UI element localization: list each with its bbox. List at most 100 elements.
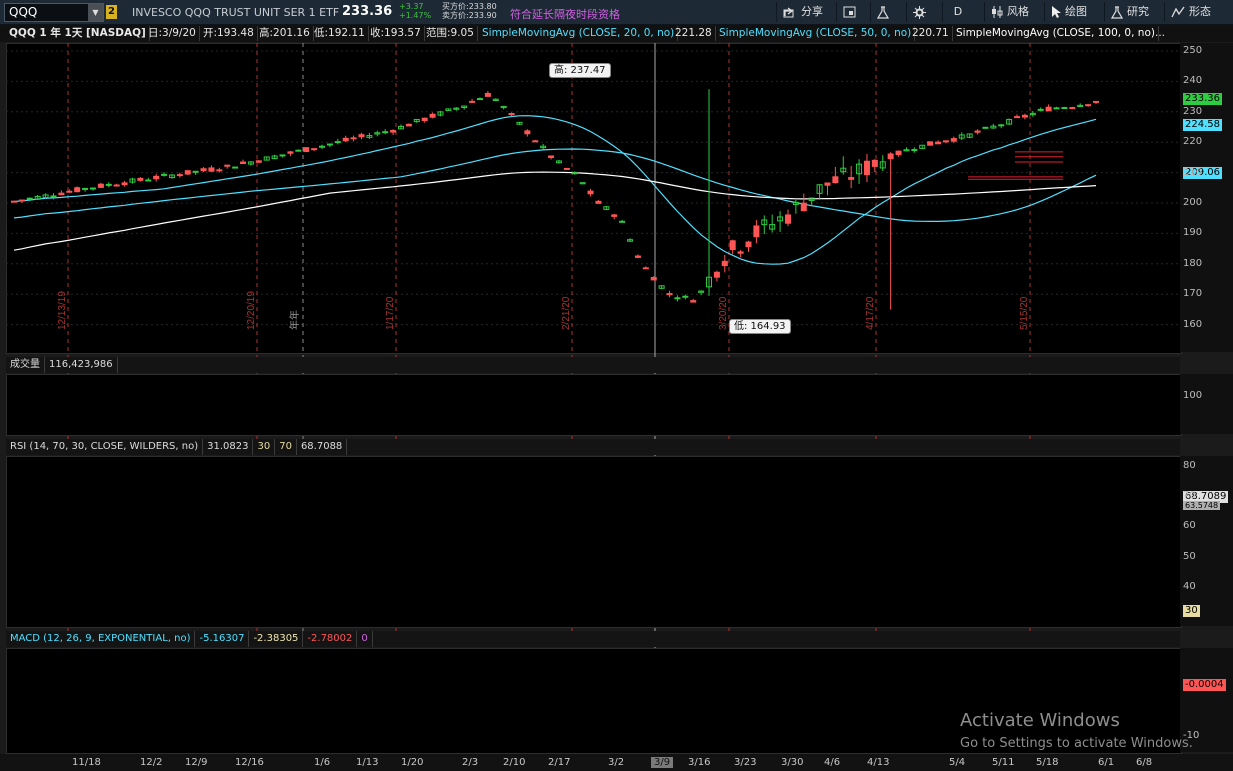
candle-body	[342, 137, 349, 142]
date-tick-label: 12/2	[140, 757, 163, 768]
drawing-button[interactable]: 绘图	[1044, 2, 1095, 22]
studies-button[interactable]: 研究	[1104, 2, 1159, 22]
candle-body	[745, 241, 752, 248]
price-tick-label: 210	[1183, 166, 1203, 178]
candle-body	[263, 156, 270, 161]
candle-body	[840, 167, 847, 173]
net-change: +3.37 +1.47%	[399, 2, 431, 20]
candle-body	[58, 192, 65, 196]
candle-body	[279, 154, 286, 157]
macd-scale[interactable]	[1180, 648, 1233, 752]
candle-body	[824, 182, 831, 186]
rsi-scale[interactable]	[1180, 456, 1233, 626]
sma20-price-tag: 224.58	[1183, 119, 1222, 131]
candle-body	[634, 255, 641, 258]
share-button[interactable]: 分享	[776, 2, 831, 22]
aggregation-dropdown[interactable]: D	[942, 2, 973, 22]
activation-watermark-title: Activate Windows	[960, 710, 1120, 731]
sma20-label[interactable]: SimpleMovingAvg (CLOSE, 20, 0, no)	[479, 26, 679, 41]
candle-body	[579, 182, 586, 185]
high-callout: 高: 237.47	[549, 63, 611, 78]
candle-body	[674, 297, 681, 300]
candle-body	[358, 134, 365, 138]
date-axis[interactable]	[0, 754, 1233, 771]
share-icon	[783, 7, 794, 18]
candle-body	[311, 148, 318, 151]
candle-body	[405, 123, 412, 127]
candle-body	[397, 125, 404, 130]
sma50-label[interactable]: SimpleMovingAvg (CLOSE, 50, 0, no)	[716, 26, 916, 41]
sma50-line	[13, 148, 1097, 222]
candle-body	[184, 170, 191, 175]
chart-toolbar: QQQ ▼ 2 INVESCO QQQ TRUST UNIT SER 1 ETF…	[0, 0, 1233, 25]
volume-panel[interactable]	[6, 374, 1182, 436]
rsi-panel[interactable]	[6, 456, 1182, 628]
candle-body	[168, 174, 175, 179]
macd-panel[interactable]	[6, 648, 1182, 754]
candle-body	[721, 260, 728, 267]
candle-body	[935, 141, 942, 145]
candle-body	[603, 206, 610, 210]
expiration-marker-label: 12/13/19	[57, 291, 68, 330]
symbol-input[interactable]: QQQ ▼	[4, 3, 104, 22]
sma100-label[interactable]: SimpleMovingAvg (CLOSE, 100, 0, no)	[953, 26, 1159, 41]
candle-body	[1069, 107, 1076, 110]
chevron-down-icon[interactable]: ▼	[88, 4, 103, 21]
date-tick-label: 2/17	[548, 757, 571, 768]
candle-body	[848, 177, 855, 180]
price-panel[interactable]	[6, 43, 1182, 354]
flask-button[interactable]	[870, 2, 899, 22]
candle-body	[390, 130, 397, 133]
rsi-label[interactable]: RSI (14, 70, 30, CLOSE, WILDERS, no)	[6, 439, 204, 455]
link-group-badge[interactable]: 2	[106, 5, 117, 19]
candle-body	[421, 117, 428, 122]
rsi-tick-label: 70	[1183, 490, 1196, 502]
candle-body	[650, 277, 657, 281]
style-button[interactable]: 风格	[984, 2, 1035, 22]
candle-body	[42, 194, 49, 198]
rsi-tick-label: 50	[1183, 550, 1196, 562]
bar-low: 低:192.11	[311, 26, 369, 41]
candle-body	[903, 149, 910, 152]
candle-body	[453, 107, 460, 110]
candle-body	[192, 170, 199, 173]
rsi-current: 68.7088	[297, 439, 348, 455]
candle-body	[658, 285, 665, 289]
extended-hours-link[interactable]: 符合延长隔夜时段资格	[510, 8, 620, 21]
expiration-marker-label: 1/17/20	[385, 296, 396, 330]
date-tick-label: 4/6	[824, 757, 841, 768]
expiration-marker-label: 2/21/20	[561, 296, 572, 330]
pct-change-value: +1.47%	[399, 11, 432, 20]
date-tick-label: 12/9	[185, 757, 208, 768]
patterns-button[interactable]: 形态	[1164, 2, 1229, 22]
settings-button[interactable]	[906, 2, 935, 22]
date-tick-label: 3/16	[688, 757, 711, 768]
price-tick-label: 200	[1183, 197, 1203, 208]
volume-tick: 100	[1183, 390, 1203, 401]
date-tick-label: 1/20	[401, 757, 424, 768]
candle-body	[816, 184, 823, 194]
candle-body	[1021, 114, 1028, 118]
candle-body	[153, 175, 160, 180]
candle-body	[240, 161, 247, 164]
candle-body	[1029, 112, 1036, 116]
more-studies[interactable]: ...	[1155, 27, 1166, 39]
volume-label[interactable]: 成交量	[6, 357, 45, 373]
candle-body	[792, 202, 799, 205]
bid-ask: 买方价:233.80 卖方价:233.90	[442, 2, 497, 20]
grid-button[interactable]	[836, 2, 865, 22]
bar-range: 范围:9.05	[423, 26, 478, 41]
sma50-price-tag: 209.06	[1183, 167, 1222, 179]
candle-body	[334, 141, 341, 144]
selected-date-label[interactable]: 3/9	[651, 757, 674, 768]
rsi-tick-label: 60	[1183, 520, 1196, 532]
sma100-line	[13, 171, 1097, 251]
macd-label[interactable]: MACD (12, 26, 9, EXPONENTIAL, no)	[6, 631, 196, 647]
candle-body	[611, 214, 618, 217]
candle-body	[303, 147, 310, 153]
candle-body	[484, 92, 491, 97]
candle-body	[326, 143, 333, 146]
volume-scale[interactable]	[1180, 374, 1233, 434]
candle-body	[374, 132, 381, 135]
candle-body	[871, 159, 878, 167]
